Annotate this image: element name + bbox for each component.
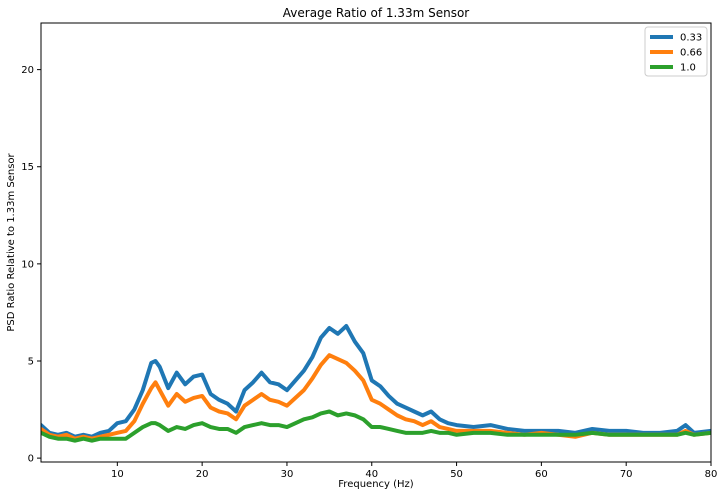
y-axis: 0 5 10 15 20 xyxy=(21,65,41,465)
legend-label: 0.33 xyxy=(680,33,702,44)
series-layer xyxy=(41,324,711,443)
x-axis: 10 20 30 40 50 60 70 80 xyxy=(111,462,717,480)
x-tick-label: 40 xyxy=(365,469,378,480)
y-tick-label: 15 xyxy=(21,162,34,173)
plot-area xyxy=(40,22,712,463)
y-axis-label: PSD Ratio Relative to 1.33m Sensor xyxy=(6,152,17,331)
y-tick-label: 20 xyxy=(21,65,34,76)
y-tick-label: 10 xyxy=(21,259,34,270)
x-tick-label: 20 xyxy=(196,469,209,480)
legend-label: 1.0 xyxy=(680,63,696,74)
y-tick-label: 5 xyxy=(28,356,34,367)
legend-frame xyxy=(644,26,708,77)
legend: 0.33 0.66 1.0 xyxy=(644,26,708,77)
x-tick-label: 10 xyxy=(111,469,124,480)
x-tick-label: 70 xyxy=(620,469,633,480)
x-tick-label: 50 xyxy=(450,469,463,480)
x-tick-label: 80 xyxy=(705,469,718,480)
series-line-1-0 xyxy=(41,409,711,443)
chart-title: Average Ratio of 1.33m Sensor xyxy=(283,6,470,20)
plot-frame xyxy=(40,22,712,463)
legend-label: 0.66 xyxy=(680,48,702,59)
x-tick-label: 30 xyxy=(281,469,294,480)
x-tick-label: 60 xyxy=(535,469,548,480)
x-axis-label: Frequency (Hz) xyxy=(338,479,414,490)
y-tick-label: 0 xyxy=(28,454,34,465)
